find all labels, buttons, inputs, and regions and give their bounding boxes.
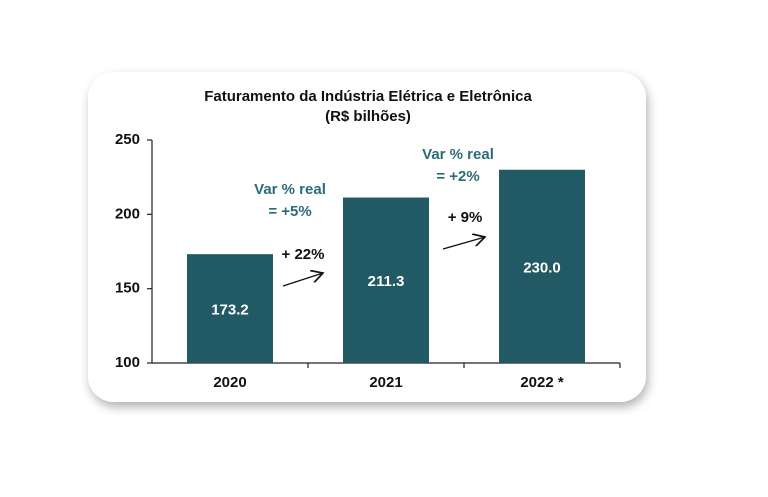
y-tick-label: 150 xyxy=(115,280,140,297)
annotation: = +5% xyxy=(268,203,311,220)
bar xyxy=(187,254,273,363)
chart-subtitle: (R$ bilhões) xyxy=(325,108,411,125)
x-tick-label: 2020 xyxy=(213,374,246,391)
annotation: = +2% xyxy=(436,168,479,185)
annotation: + 22% xyxy=(282,246,325,263)
value-label: 173.2 xyxy=(211,302,249,319)
value-label: 230.0 xyxy=(523,259,561,276)
annotation: + 9% xyxy=(448,209,483,226)
arrow xyxy=(282,273,323,287)
y-tick-label: 200 xyxy=(115,205,140,222)
x-tick-label: 2022 * xyxy=(520,374,564,391)
y-tick-label: 250 xyxy=(115,131,140,148)
annotation: Var % real xyxy=(254,181,326,198)
bar xyxy=(499,169,585,363)
y-tick-label: 100 xyxy=(115,354,140,371)
bar xyxy=(343,197,429,363)
arrow xyxy=(442,237,485,250)
chart-title: Faturamento da Indústria Elétrica e Elet… xyxy=(204,88,532,105)
annotation: Var % real xyxy=(422,146,494,163)
value-label: 211.3 xyxy=(368,273,405,290)
x-tick-label: 2021 xyxy=(369,374,402,391)
